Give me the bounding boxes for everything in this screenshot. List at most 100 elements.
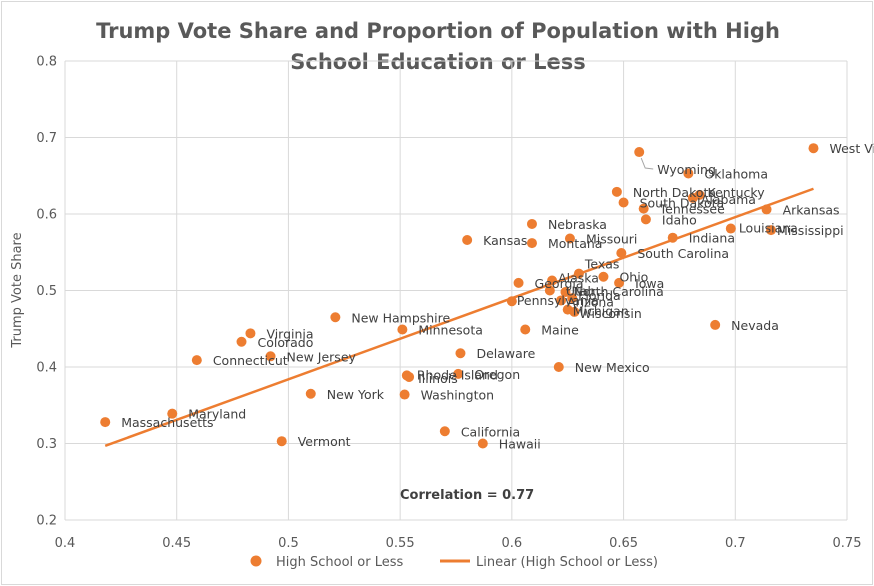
data-point (556, 295, 567, 306)
data-point (667, 232, 678, 243)
data-point (191, 355, 202, 366)
data-point (399, 389, 410, 400)
point-label: Missouri (586, 231, 637, 246)
point-label: Florida (578, 288, 621, 303)
x-tick-label: 0.7 (725, 536, 746, 551)
x-tick-label: 0.55 (386, 536, 415, 551)
y-tick-label: 0.3 (36, 437, 57, 452)
point-label: Hawaii (499, 437, 541, 452)
x-tick-label: 0.6 (502, 536, 523, 551)
data-point (808, 143, 819, 154)
data-point (167, 408, 178, 419)
point-label: Arizona (567, 294, 614, 309)
data-point (100, 417, 111, 428)
point-label: Alabama (701, 192, 756, 207)
data-point (569, 306, 580, 317)
point-label: West Virginia (829, 141, 874, 156)
data-point (477, 438, 488, 449)
data-point (544, 285, 555, 296)
y-tick-label: 0.8 (36, 55, 57, 70)
data-point (687, 192, 698, 203)
point-label: Michigan (573, 304, 629, 319)
point-label: New York (327, 387, 385, 402)
data-point (526, 238, 537, 249)
point-label: Maryland (188, 407, 246, 422)
point-label: Pennsylvania (517, 293, 599, 308)
data-point (638, 203, 649, 214)
trendline-layer (104, 187, 814, 447)
point-label: Kentucky (708, 185, 766, 200)
legend: High School or Less Linear (High School … (250, 555, 658, 570)
data-point (520, 324, 531, 335)
y-tick-label: 0.7 (36, 131, 57, 146)
point-label: Maine (541, 323, 579, 338)
legend-label-scatter: High School or Less (276, 555, 404, 570)
point-label: Minnesota (418, 323, 483, 338)
point-label: Massachusetts (121, 415, 213, 430)
x-tick-label: 0.75 (833, 536, 862, 551)
point-label: New Mexico (575, 360, 650, 375)
chart-title: Trump Vote Share and Proportion of Popul… (60, 16, 816, 78)
point-label: Indiana (689, 231, 735, 246)
data-point (618, 197, 629, 208)
data-point (564, 233, 575, 244)
trendline (104, 187, 814, 447)
x-tick-label: 0.65 (609, 536, 638, 551)
data-point (547, 275, 558, 286)
point-label: Idaho (662, 212, 697, 227)
x-tick-label: 0.5 (278, 536, 299, 551)
x-tick-label: 0.45 (162, 536, 191, 551)
point-label: South Carolina (637, 246, 729, 261)
data-point (614, 277, 625, 288)
data-point (513, 277, 524, 288)
data-point (634, 147, 645, 158)
point-label: Rhode Island (417, 367, 498, 382)
y-tick-label: 0.6 (36, 208, 57, 223)
data-point (455, 348, 466, 359)
legend-label-trend: Linear (High School or Less) (476, 555, 658, 570)
point-label: Illinois (418, 371, 458, 386)
data-point (598, 271, 609, 282)
data-point (276, 436, 287, 447)
data-point (573, 268, 584, 279)
point-label: Oregon (474, 367, 520, 382)
data-point (567, 293, 578, 304)
data-point (397, 324, 408, 335)
point-label: Oklahoma (704, 166, 768, 181)
point-label: Arkansas (783, 202, 840, 217)
data-point (560, 287, 571, 298)
y-tick-label: 0.5 (36, 284, 57, 299)
data-point (453, 368, 464, 379)
x-axis-ticks: 0.4 0.45 0.5 0.55 0.6 0.65 0.7 0.75 (55, 536, 862, 551)
data-point (640, 214, 651, 225)
data-point (725, 223, 736, 234)
data-point (245, 328, 256, 339)
point-label: Connecticut (213, 353, 288, 368)
point-label: Tennessee (659, 202, 725, 217)
point-label: Utah (566, 284, 596, 299)
leader-line (640, 157, 654, 170)
point-label: Wisconsin (579, 306, 641, 321)
point-label: Nevada (731, 318, 779, 333)
data-point (526, 218, 537, 229)
point-label: Wyoming (657, 162, 716, 177)
data-point (305, 388, 316, 399)
point-label: Virginia (266, 326, 313, 341)
y-axis-ticks: 0.2 0.3 0.4 0.5 0.6 0.7 0.8 (36, 55, 57, 529)
point-label: North Carolina (573, 284, 663, 299)
data-points (100, 143, 819, 449)
point-label: Montana (548, 236, 603, 251)
point-label: Texas (584, 257, 620, 272)
point-label: Ohio (619, 270, 648, 285)
point-label: California (461, 424, 520, 439)
point-label: Iowa (635, 276, 664, 291)
point-label: South Dakota (640, 196, 725, 211)
y-axis-label: Trump Vote Share (10, 232, 25, 348)
chart-title-line-2: School Education or Less (290, 50, 586, 74)
point-label: Colorado (258, 335, 314, 350)
data-point (404, 371, 415, 382)
data-point (236, 336, 247, 347)
data-point (710, 319, 721, 330)
